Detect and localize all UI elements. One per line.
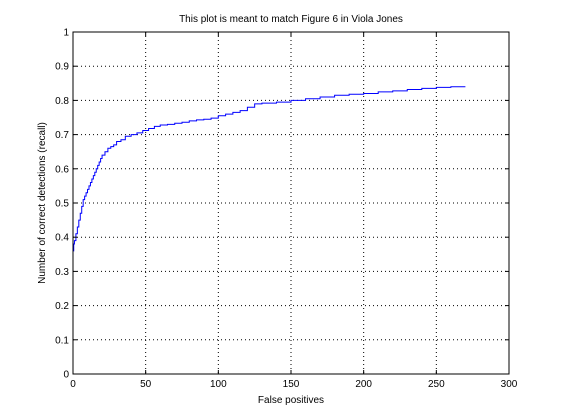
y-tick-label: 0.9	[55, 62, 69, 73]
y-tick-label: 0.4	[55, 233, 69, 244]
y-axis-label: Number of correct detections (recall)	[37, 122, 48, 284]
x-tick-label: 200	[355, 379, 372, 390]
y-tick-label: 0.5	[55, 199, 69, 210]
x-axis-label: False positives	[258, 395, 324, 406]
x-tick-label: 0	[70, 379, 76, 390]
x-tick-label: 150	[283, 379, 300, 390]
y-tick-label: 0.3	[55, 267, 69, 278]
series-layer	[72, 86, 466, 327]
series-line	[72, 86, 466, 327]
x-tick-label: 100	[210, 379, 227, 390]
chart-title: This plot is meant to match Figure 6 in …	[179, 14, 403, 25]
y-tick-label: 0.6	[55, 164, 69, 175]
y-tick-label: 0.7	[55, 130, 69, 141]
x-tick-label: 50	[140, 379, 152, 390]
axis-ticks: 0 50 100 150 200 250 300 0 0.1 0.2 0.3 0.4 0.5 0.6 0.7…	[55, 28, 518, 391]
y-tick-label: 0	[63, 370, 69, 381]
y-tick-label: 0.2	[55, 301, 69, 312]
y-tick-label: 0.8	[55, 96, 69, 107]
plot-area	[73, 32, 509, 374]
y-tick-label: 1	[63, 28, 69, 39]
grid-lines	[73, 32, 509, 374]
x-tick-label: 250	[428, 379, 445, 390]
y-tick-label: 0.1	[55, 335, 69, 346]
x-tick-label: 300	[501, 379, 518, 390]
